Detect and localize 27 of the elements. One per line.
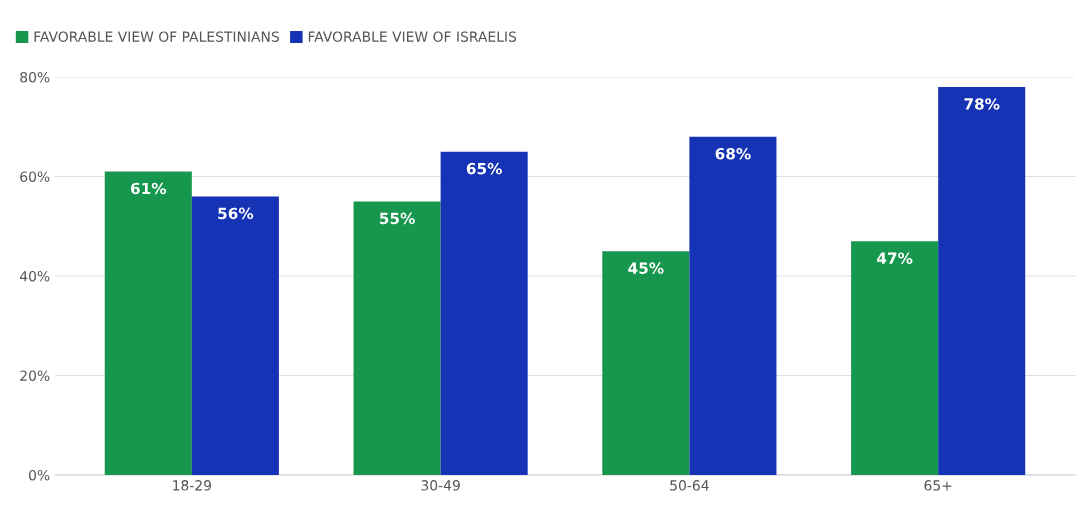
bar xyxy=(689,136,777,475)
y-tick-label: 40% xyxy=(19,270,50,282)
legend-label: FAVORABLE VIEW OF ISRAELIS xyxy=(308,31,517,42)
bar xyxy=(191,196,279,475)
data-label: 61% xyxy=(130,182,167,195)
bar xyxy=(602,251,690,475)
bar xyxy=(353,201,441,475)
y-tick-label: 60% xyxy=(20,171,50,182)
data-label: 56% xyxy=(218,207,254,220)
y-tick-label: 80% xyxy=(20,71,50,83)
data-label: 78% xyxy=(964,98,1000,110)
bar xyxy=(938,86,1026,475)
data-label: 55% xyxy=(379,212,415,225)
x-tick-label: 50-64 xyxy=(670,480,709,491)
data-label: 45% xyxy=(628,262,664,274)
bar xyxy=(440,151,528,475)
bar xyxy=(104,171,192,475)
x-tick-label: 30-49 xyxy=(421,480,460,491)
data-label: 68% xyxy=(715,147,751,160)
x-tick-label: 65+ xyxy=(924,480,952,491)
x-tick-label: 18-29 xyxy=(173,480,212,491)
bar xyxy=(851,241,939,475)
y-tick-label: 20% xyxy=(20,370,50,381)
y-tick-label: 0% xyxy=(29,469,50,481)
data-label: 65% xyxy=(466,162,502,175)
data-label: 47% xyxy=(877,252,913,264)
legend-label: FAVORABLE VIEW OF PALESTINIANS xyxy=(34,31,279,42)
